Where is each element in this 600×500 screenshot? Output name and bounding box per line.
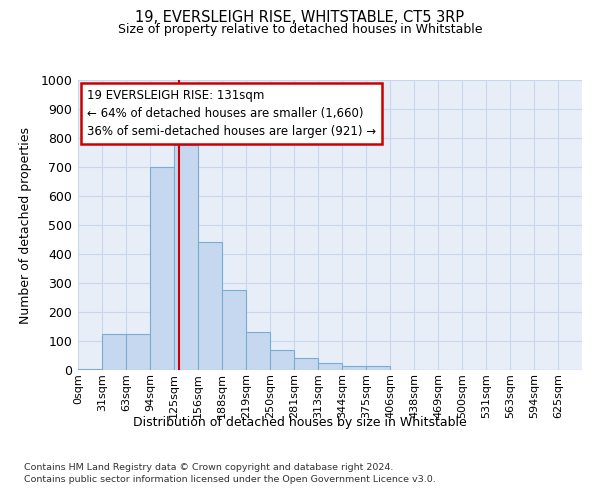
Text: Contains public sector information licensed under the Open Government Licence v3: Contains public sector information licen… — [24, 476, 436, 484]
Bar — [366, 366, 390, 370]
Text: 19, EVERSLEIGH RISE, WHITSTABLE, CT5 3RP: 19, EVERSLEIGH RISE, WHITSTABLE, CT5 3RP — [136, 10, 464, 25]
Bar — [126, 334, 150, 370]
Bar — [222, 290, 246, 370]
Bar — [342, 366, 366, 370]
Bar — [270, 350, 294, 370]
Text: Distribution of detached houses by size in Whitstable: Distribution of detached houses by size … — [133, 416, 467, 429]
Bar — [318, 363, 342, 370]
Text: Contains HM Land Registry data © Crown copyright and database right 2024.: Contains HM Land Registry data © Crown c… — [24, 463, 394, 472]
Bar — [174, 145, 198, 370]
Bar — [102, 334, 126, 370]
Bar — [294, 358, 318, 370]
Bar — [246, 332, 270, 370]
Text: Size of property relative to detached houses in Whitstable: Size of property relative to detached ho… — [118, 24, 482, 36]
Bar — [78, 368, 102, 370]
Y-axis label: Number of detached properties: Number of detached properties — [19, 126, 32, 324]
Text: 19 EVERSLEIGH RISE: 131sqm
← 64% of detached houses are smaller (1,660)
36% of s: 19 EVERSLEIGH RISE: 131sqm ← 64% of deta… — [87, 88, 376, 138]
Bar — [150, 167, 174, 370]
Bar — [198, 242, 222, 370]
